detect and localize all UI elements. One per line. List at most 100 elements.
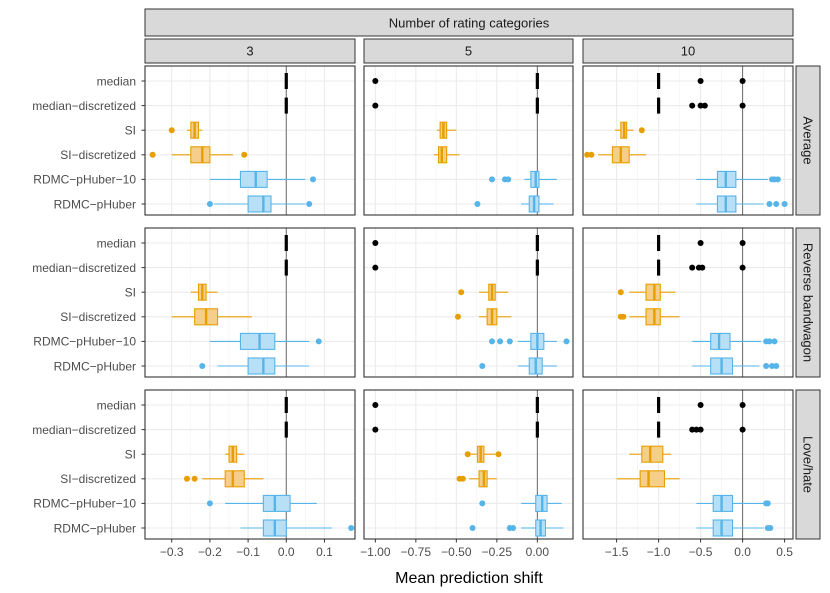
boxplot-box [247, 357, 276, 375]
outlier-point [372, 426, 379, 433]
y-tick-label-si-discretized: SI−discretized [60, 472, 136, 486]
outlier-point [479, 500, 486, 507]
panels [144, 65, 794, 540]
boxplot-si [436, 121, 457, 139]
panel-border [363, 65, 574, 216]
top-strip-background [144, 8, 794, 37]
column-strip-label-10: 10 [681, 44, 695, 59]
x-tick-label: −0.50 [441, 545, 472, 559]
outlier-point [697, 102, 704, 109]
outlier-point [310, 176, 316, 183]
panel-reverse-bandwagon-5 [363, 227, 574, 378]
outlier-point [191, 475, 198, 482]
outlier-point [697, 240, 704, 246]
outlier-point [689, 426, 696, 433]
outlier-point [638, 127, 645, 134]
panel-background [583, 390, 793, 539]
x-axis: −0.3 −0.2 −0.1 0.0 0.1 −1.00 −0.75 −0.50 −0.25 0.… [160, 539, 793, 559]
boxplot-box [239, 170, 268, 188]
boxplot-box [645, 308, 661, 326]
x-tick-label: 0.5 [776, 545, 793, 559]
outlier-point [372, 102, 379, 109]
outlier-point [773, 201, 780, 207]
boxplot-median-discretized [372, 259, 539, 276]
outlier-point [701, 102, 708, 109]
boxplot-box [641, 445, 664, 463]
x-axis-title: Mean prediction shift [395, 570, 543, 587]
boxplot-rdmc-phuber-10 [488, 332, 570, 350]
y-tick-label-median-discretized: median−discretized [32, 261, 136, 275]
boxplot-si-discretized [584, 146, 646, 164]
boxplot-box [645, 283, 661, 301]
outlier-point [693, 426, 700, 433]
boxplot-rdmc-phuber-10 [692, 332, 778, 350]
y-tick-label-si-discretized: SI−discretized [60, 310, 136, 324]
outlier-point [620, 313, 627, 320]
top-strip-title: Number of rating categories [389, 16, 550, 31]
x-tick-label: −1.5 [605, 545, 629, 559]
boxplot-median-discretized [656, 97, 746, 114]
boxplot-rdmc-phuber-10 [696, 494, 771, 512]
panel-average-10 [582, 65, 794, 216]
outlier-point [763, 363, 770, 369]
boxplot-si [190, 283, 218, 301]
panel-border [144, 389, 356, 540]
x-tick-label: −1.0 [647, 545, 671, 559]
boxplot-median-discretized [656, 421, 746, 438]
x-tick-label: −0.2 [198, 545, 222, 559]
x-tick-label: −0.1 [236, 545, 260, 559]
outlier-point [689, 102, 696, 109]
outlier-point [184, 475, 190, 482]
row-strips: Average Reverse bandwagon Love/hate [795, 65, 821, 540]
outlier-point [241, 151, 248, 158]
outlier-point [459, 475, 466, 482]
outlier-point [315, 338, 322, 345]
y-axis-labels: median median−discretized SI SI−discretized… [32, 74, 145, 535]
boxplot-median-discretized [372, 421, 539, 438]
outlier-point [739, 264, 746, 271]
boxplot-si [617, 283, 676, 301]
panel-border [582, 227, 794, 378]
outlier-point [458, 289, 465, 296]
boxplot-si-discretized [616, 470, 680, 488]
panel-average-3 [144, 65, 356, 216]
y-tick-label-rdmc-phuber-10: RDMC−pHuber−10 [33, 173, 136, 187]
panel-border [582, 65, 794, 216]
panel-love-hate-10 [582, 389, 794, 540]
outlier-point [488, 338, 495, 345]
outlier-point [739, 426, 746, 433]
boxplot-si [629, 445, 672, 463]
y-tick-label-median-discretized: median−discretized [32, 423, 136, 437]
x-tick-label: 0.1 [316, 545, 333, 559]
y-tick-label-si: SI [125, 124, 136, 138]
panel-love-hate-3 [144, 389, 356, 540]
column-strip-5 [363, 38, 574, 64]
outlier-point [697, 426, 704, 433]
boxplot-rdmc-phuber-10 [488, 170, 557, 188]
column-strip-3 [144, 38, 356, 64]
y-tick-label-rdmc-phuber-10: RDMC−pHuber−10 [33, 335, 136, 349]
outlier-point [767, 525, 774, 531]
boxplot-median [656, 397, 746, 413]
outlier-point [689, 264, 696, 271]
panel-average-5 [363, 65, 574, 216]
y-tick-label-rdmc-phuber: RDMC−pHuber [54, 197, 136, 211]
outlier-point [495, 451, 502, 458]
outlier-point [372, 264, 379, 271]
outlier-point [469, 525, 476, 531]
row-strip-love-hate [795, 389, 821, 540]
outlier-point [766, 201, 773, 207]
boxplot-rdmc-phuber [479, 357, 557, 375]
boxplot-median [372, 397, 539, 413]
outlier-point [506, 338, 513, 345]
boxplot-si [458, 283, 509, 301]
panel-reverse-bandwagon-3 [144, 227, 356, 378]
panel-border [144, 227, 356, 378]
outlier-point [348, 525, 355, 531]
outlier-point [488, 176, 495, 183]
y-tick-label-rdmc-phuber: RDMC−pHuber [54, 521, 136, 535]
boxplot-box [712, 519, 734, 537]
outlier-point [464, 451, 471, 458]
outlier-point [306, 201, 313, 207]
